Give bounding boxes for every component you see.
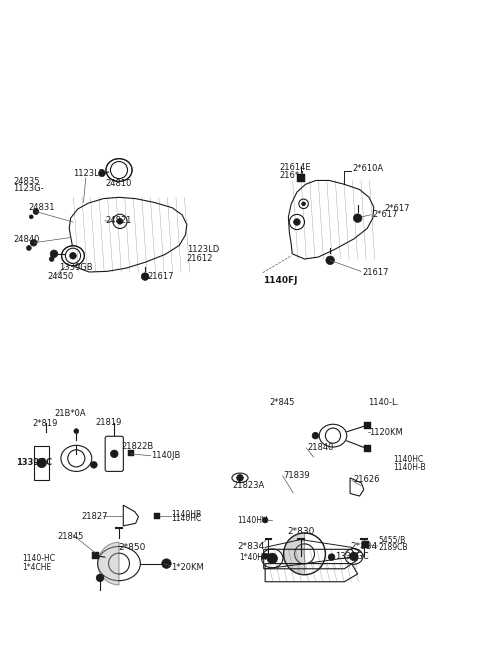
Text: 1*40HT: 1*40HT	[240, 553, 268, 562]
Text: 2*845: 2*845	[270, 398, 295, 407]
Circle shape	[33, 209, 39, 214]
Polygon shape	[364, 445, 371, 452]
Circle shape	[50, 250, 58, 258]
Text: 21617: 21617	[362, 267, 388, 277]
Text: 216*4: 216*4	[280, 171, 305, 180]
Text: 21626: 21626	[353, 475, 379, 484]
Circle shape	[312, 432, 319, 439]
Text: 1140HC: 1140HC	[393, 455, 423, 464]
Text: 2*834: 2*834	[351, 542, 378, 551]
Text: 1123LD: 1123LD	[73, 169, 105, 178]
Circle shape	[74, 429, 79, 434]
Text: 21617: 21617	[147, 272, 174, 281]
Text: 1140HC: 1140HC	[172, 514, 202, 522]
Circle shape	[91, 462, 97, 468]
Text: 1140-HC: 1140-HC	[22, 554, 55, 563]
Circle shape	[237, 474, 243, 481]
Wedge shape	[284, 533, 304, 575]
Polygon shape	[362, 541, 369, 548]
Circle shape	[353, 214, 362, 222]
Text: 71839: 71839	[284, 471, 310, 480]
Text: 2*834: 2*834	[238, 542, 265, 551]
Ellipse shape	[106, 158, 132, 181]
Wedge shape	[97, 542, 119, 585]
Circle shape	[349, 552, 358, 560]
Text: 21612: 21612	[187, 254, 213, 263]
Circle shape	[26, 246, 31, 250]
Ellipse shape	[61, 246, 84, 265]
Circle shape	[328, 554, 335, 560]
Text: 2189CB: 2189CB	[379, 543, 408, 553]
Text: 1140FJ: 1140FJ	[263, 276, 297, 285]
Text: 1140JB: 1140JB	[151, 451, 180, 460]
Circle shape	[30, 239, 37, 246]
Text: 24840: 24840	[13, 235, 39, 244]
Text: 1*4CHE: 1*4CHE	[22, 563, 51, 572]
Polygon shape	[364, 422, 371, 428]
Circle shape	[294, 219, 300, 225]
Text: 21614E: 21614E	[280, 163, 312, 172]
Text: 24810: 24810	[106, 179, 132, 187]
Text: 1*20KM: 1*20KM	[171, 563, 204, 572]
Text: 2*617: 2*617	[372, 210, 397, 219]
Polygon shape	[297, 174, 304, 181]
Circle shape	[162, 559, 171, 568]
Text: 1339GC: 1339GC	[16, 458, 52, 466]
Text: 1123LD: 1123LD	[187, 245, 219, 254]
Text: 24821: 24821	[106, 215, 132, 225]
Polygon shape	[154, 513, 160, 520]
Text: 24831: 24831	[29, 202, 55, 212]
Text: 2*819: 2*819	[32, 419, 58, 428]
Circle shape	[98, 170, 105, 177]
Text: 2*617: 2*617	[384, 204, 410, 213]
Circle shape	[301, 202, 305, 206]
Circle shape	[117, 219, 123, 224]
Text: 1140-L.: 1140-L.	[368, 398, 399, 407]
Text: 21823A: 21823A	[232, 481, 264, 490]
Text: 24450: 24450	[47, 272, 73, 281]
Text: 21819: 21819	[96, 418, 121, 427]
Circle shape	[70, 252, 76, 259]
Polygon shape	[128, 450, 134, 456]
Text: 21845: 21845	[57, 532, 84, 541]
Circle shape	[37, 458, 47, 468]
Text: 21827: 21827	[81, 512, 108, 521]
Circle shape	[96, 574, 104, 581]
Circle shape	[326, 256, 335, 265]
Circle shape	[110, 450, 118, 458]
Circle shape	[267, 553, 277, 564]
Circle shape	[29, 215, 33, 219]
Text: 1339GB: 1339GB	[59, 263, 92, 272]
Text: 1140HV: 1140HV	[238, 516, 268, 525]
Text: 2*850: 2*850	[118, 543, 145, 553]
Text: 1120KM: 1120KM	[369, 428, 403, 437]
Text: 21822B: 21822B	[121, 442, 154, 451]
Text: 21B*0A: 21B*0A	[54, 409, 85, 418]
Circle shape	[141, 273, 149, 281]
Text: 21840: 21840	[307, 443, 334, 452]
Text: 1140H-B: 1140H-B	[393, 463, 425, 472]
Circle shape	[49, 257, 54, 261]
Text: 5455/B: 5455/B	[379, 535, 406, 545]
Polygon shape	[262, 554, 267, 559]
Text: 24835: 24835	[13, 177, 40, 185]
Circle shape	[262, 517, 268, 523]
Text: 1123G-: 1123G-	[13, 185, 44, 193]
Polygon shape	[92, 553, 98, 559]
Text: 2*610A: 2*610A	[352, 164, 383, 173]
Text: 1339GC: 1339GC	[335, 552, 369, 561]
Text: 2*830: 2*830	[287, 527, 314, 535]
Text: 1140HB: 1140HB	[172, 510, 202, 519]
